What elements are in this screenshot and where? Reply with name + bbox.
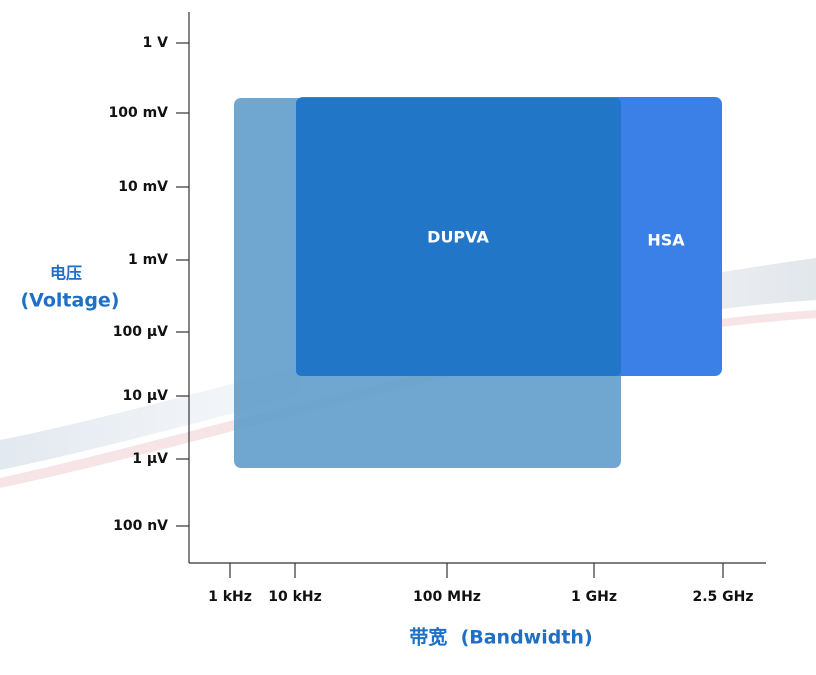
y-tick-label: 100 nV xyxy=(113,518,168,534)
region-label: HSA xyxy=(647,231,685,250)
region-label: DUPVA xyxy=(427,228,489,247)
x-tick-label: 10 kHz xyxy=(268,589,322,605)
y-axis-title: (Voltage) xyxy=(21,290,120,312)
x-tick-label: 2.5 GHz xyxy=(692,589,753,605)
y-tick-label: 1 mV xyxy=(128,252,168,268)
x-axis-title: 带宽 (Bandwidth) xyxy=(409,626,592,649)
y-tick-label: 10 μV xyxy=(123,388,169,404)
y-tick-label: 1 V xyxy=(143,35,169,51)
x-tick-label: 1 GHz xyxy=(571,589,617,605)
region-dupva xyxy=(296,98,621,376)
x-tick-label: 1 kHz xyxy=(208,589,252,605)
y-axis-title: 电压 xyxy=(50,264,82,283)
y-tick-label: 1 μV xyxy=(132,451,168,467)
x-tick-label: 100 MHz xyxy=(413,589,481,605)
y-tick-label: 100 μV xyxy=(113,324,168,340)
y-tick-label: 100 mV xyxy=(108,105,168,121)
y-tick-label: 10 mV xyxy=(118,179,168,195)
